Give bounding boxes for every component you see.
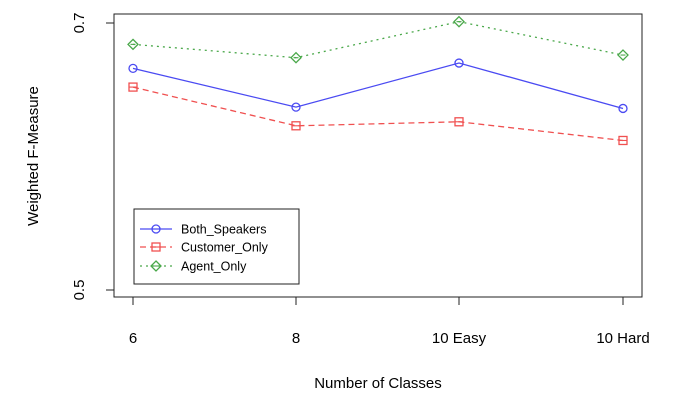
legend-label: Customer_Only — [181, 241, 269, 255]
data-point — [127, 38, 139, 51]
x-tick-label: 10 Easy — [432, 330, 487, 347]
legend: Both_Speakers Customer_Only Agent_Only — [133, 208, 300, 285]
data-point — [618, 103, 628, 114]
legend-marker — [150, 260, 162, 272]
legend-label: Both_Speakers — [181, 223, 266, 237]
y-axis-title: Weighted F-Measure — [25, 86, 42, 226]
legend-label: Agent_Only — [181, 260, 247, 274]
series-line — [132, 86, 624, 142]
data-point — [454, 58, 464, 68]
series-line — [132, 21, 624, 59]
series-agent-only — [127, 15, 629, 64]
axes: 6 8 10 Easy 10 Hard 0.5 0.7 — [71, 13, 650, 347]
series-both-speakers — [128, 58, 628, 114]
x-tick-label: 6 — [129, 330, 137, 347]
y-tick-label: 0.7 — [71, 13, 88, 34]
data-point — [291, 102, 301, 112]
data-point — [128, 63, 138, 74]
series-layer — [127, 15, 629, 146]
data-point — [453, 15, 465, 28]
y-tick-label: 0.5 — [71, 280, 88, 301]
legend-marker — [151, 224, 161, 234]
x-tick-label: 10 Hard — [596, 330, 649, 347]
plot-frame — [113, 13, 643, 298]
series-line — [132, 62, 624, 110]
x-tick-label: 8 — [292, 330, 300, 347]
x-axis-title: Number of Classes — [314, 375, 442, 392]
series-customer-only — [128, 82, 628, 146]
data-point — [617, 49, 629, 61]
data-point — [290, 51, 302, 64]
